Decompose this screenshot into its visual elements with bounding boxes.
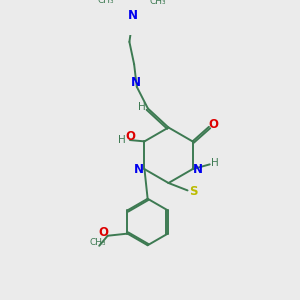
Text: N: N	[128, 9, 138, 22]
Text: O: O	[209, 118, 219, 131]
Text: O: O	[125, 130, 136, 143]
Text: H: H	[211, 158, 218, 168]
Text: S: S	[189, 185, 198, 198]
Text: H: H	[138, 102, 146, 112]
Text: H: H	[118, 134, 126, 145]
Text: CH₃: CH₃	[149, 0, 166, 6]
Text: N: N	[134, 163, 144, 176]
Text: N: N	[194, 163, 203, 176]
Text: CH₃: CH₃	[98, 0, 114, 5]
Text: CH₃: CH₃	[89, 238, 106, 247]
Text: N: N	[131, 76, 141, 88]
Text: O: O	[98, 226, 108, 239]
